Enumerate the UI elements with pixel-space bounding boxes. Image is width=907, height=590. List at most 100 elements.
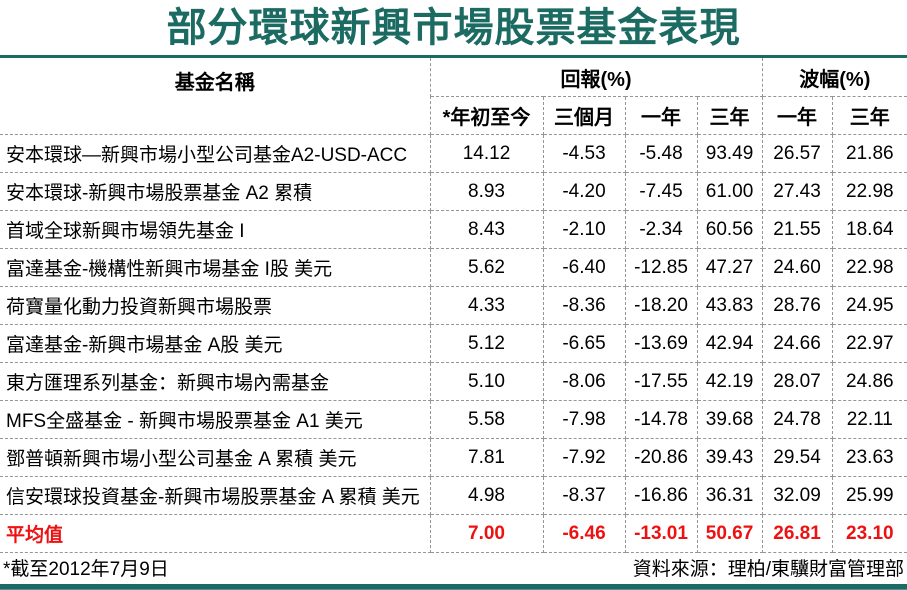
column-header-vol-three-year: 三年 <box>832 96 907 135</box>
fund-name-cell: 信安環球投資基金-新興市場股票基金 A 累積 美元 <box>0 476 431 515</box>
vol-three-year-cell: 23.10 <box>832 514 907 553</box>
vol-three-year-cell: 22.98 <box>832 248 907 287</box>
three-month-cell: -4.20 <box>543 172 626 211</box>
column-header-return-one-year: 一年 <box>625 96 698 135</box>
return-three-year-cell: 60.56 <box>697 210 763 249</box>
three-month-cell: -6.65 <box>543 324 626 363</box>
table-row: 信安環球投資基金-新興市場股票基金 A 累積 美元 4.98 -8.37 -16… <box>0 476 907 515</box>
fund-name-cell: 富達基金-新興市場基金 A股 美元 <box>0 324 431 363</box>
ytd-cell: 4.33 <box>430 286 544 325</box>
vol-one-year-cell: 27.43 <box>762 172 833 211</box>
vol-one-year-cell: 24.78 <box>762 400 833 439</box>
column-group-return: 回報(%) <box>430 56 763 97</box>
vol-three-year-cell: 24.95 <box>832 286 907 325</box>
vol-three-year-cell: 21.86 <box>832 134 907 173</box>
ytd-cell: 5.58 <box>430 400 544 439</box>
data-source: 資料來源：理柏/東驥財富管理部 <box>632 559 904 580</box>
return-one-year-cell: -17.55 <box>625 362 698 401</box>
return-one-year-cell: -20.86 <box>625 438 698 477</box>
return-one-year-cell: -13.69 <box>625 324 698 363</box>
return-three-year-cell: 61.00 <box>697 172 763 211</box>
ytd-cell: 8.93 <box>430 172 544 211</box>
vol-one-year-cell: 28.76 <box>762 286 833 325</box>
vol-three-year-cell: 18.64 <box>832 210 907 249</box>
ytd-cell: 14.12 <box>430 134 544 173</box>
table-row: 首域全球新興市場領先基金 I 8.43 -2.10 -2.34 60.56 21… <box>0 210 907 249</box>
vol-one-year-cell: 26.81 <box>762 514 833 553</box>
fund-name-cell: 荷寶量化動力投資新興市場股票 <box>0 286 431 325</box>
return-three-year-cell: 39.68 <box>697 400 763 439</box>
return-one-year-cell: -13.01 <box>625 514 698 553</box>
column-header-fund-name: 基金名稱 <box>0 56 431 135</box>
fund-name-cell: 東方匯理系列基金：新興市場內需基金 <box>0 362 431 401</box>
vol-one-year-cell: 28.07 <box>762 362 833 401</box>
three-month-cell: -4.53 <box>543 134 626 173</box>
average-label: 平均值 <box>0 514 431 553</box>
vol-one-year-cell: 21.55 <box>762 210 833 249</box>
return-one-year-cell: -5.48 <box>625 134 698 173</box>
ytd-cell: 5.12 <box>430 324 544 363</box>
return-three-year-cell: 36.31 <box>697 476 763 515</box>
table-row: MFS全盛基金 - 新興市場股票基金 A1 美元 5.58 -7.98 -14.… <box>0 400 907 439</box>
table-row: 鄧普頓新興市場小型公司基金 A 累積 美元 7.81 -7.92 -20.86 … <box>0 438 907 477</box>
ytd-cell: 5.10 <box>430 362 544 401</box>
return-one-year-cell: -12.85 <box>625 248 698 287</box>
return-three-year-cell: 42.94 <box>697 324 763 363</box>
ytd-cell: 5.62 <box>430 248 544 287</box>
table-row: 富達基金-新興市場基金 A股 美元 5.12 -6.65 -13.69 42.9… <box>0 324 907 363</box>
vol-three-year-cell: 25.99 <box>832 476 907 515</box>
three-month-cell: -2.10 <box>543 210 626 249</box>
return-three-year-cell: 43.83 <box>697 286 763 325</box>
average-row: 平均值 7.00 -6.46 -13.01 50.67 26.81 23.10 <box>0 514 907 553</box>
three-month-cell: -8.36 <box>543 286 626 325</box>
fund-name-cell: 首域全球新興市場領先基金 I <box>0 210 431 249</box>
vol-three-year-cell: 22.98 <box>832 172 907 211</box>
vol-three-year-cell: 22.11 <box>832 400 907 439</box>
header-group-row: 基金名稱 回報(%) 波幅(%) <box>0 56 907 135</box>
return-three-year-cell: 50.67 <box>697 514 763 553</box>
page-title: 部分環球新興市場股票基金表現 <box>166 6 741 50</box>
vol-one-year-cell: 24.66 <box>762 324 833 363</box>
fund-name-cell: 富達基金-機構性新興市場基金 I股 美元 <box>0 248 431 287</box>
fund-name-cell: 安本環球-新興市場股票基金 A2 累積 <box>0 172 431 211</box>
column-group-volatility: 波幅(%) <box>762 56 907 97</box>
fund-name-cell: MFS全盛基金 - 新興市場股票基金 A1 美元 <box>0 400 431 439</box>
footer: *截至2012年7月9日 資料來源：理柏/東驥財富管理部 <box>0 556 907 581</box>
vol-one-year-cell: 26.57 <box>762 134 833 173</box>
ytd-cell: 8.43 <box>430 210 544 249</box>
column-header-return-three-year: 三年 <box>697 96 763 135</box>
bottom-accent-bar <box>0 584 907 590</box>
vol-one-year-cell: 29.54 <box>762 438 833 477</box>
table-row: 荷寶量化動力投資新興市場股票 4.33 -8.36 -18.20 43.83 2… <box>0 286 907 325</box>
vol-one-year-cell: 32.09 <box>762 476 833 515</box>
three-month-cell: -7.98 <box>543 400 626 439</box>
footnote-date: *截至2012年7月9日 <box>3 559 169 580</box>
three-month-cell: -7.92 <box>543 438 626 477</box>
vol-one-year-cell: 24.60 <box>762 248 833 287</box>
vol-three-year-cell: 23.63 <box>832 438 907 477</box>
three-month-cell: -6.40 <box>543 248 626 287</box>
three-month-cell: -6.46 <box>543 514 626 553</box>
return-one-year-cell: -18.20 <box>625 286 698 325</box>
return-one-year-cell: -16.86 <box>625 476 698 515</box>
vol-three-year-cell: 24.86 <box>832 362 907 401</box>
column-header-vol-one-year: 一年 <box>762 96 833 135</box>
table-row: 安本環球—新興市場小型公司基金A2-USD-ACC 14.12 -4.53 -5… <box>0 134 907 173</box>
table-row: 富達基金-機構性新興市場基金 I股 美元 5.62 -6.40 -12.85 4… <box>0 248 907 287</box>
fund-name-cell: 鄧普頓新興市場小型公司基金 A 累積 美元 <box>0 438 431 477</box>
header-sub-row: *年初至今 三個月 一年 三年 一年 三年 <box>0 96 907 135</box>
column-header-ytd: *年初至今 <box>430 96 544 135</box>
ytd-cell: 4.98 <box>430 476 544 515</box>
return-three-year-cell: 47.27 <box>697 248 763 287</box>
return-one-year-cell: -7.45 <box>625 172 698 211</box>
three-month-cell: -8.06 <box>543 362 626 401</box>
fund-name-cell: 安本環球—新興市場小型公司基金A2-USD-ACC <box>0 134 431 173</box>
return-three-year-cell: 42.19 <box>697 362 763 401</box>
vol-three-year-cell: 22.97 <box>832 324 907 363</box>
return-one-year-cell: -14.78 <box>625 400 698 439</box>
return-three-year-cell: 93.49 <box>697 134 763 173</box>
ytd-cell: 7.81 <box>430 438 544 477</box>
column-header-three-month: 三個月 <box>543 96 626 135</box>
table-row: 東方匯理系列基金：新興市場內需基金 5.10 -8.06 -17.55 42.1… <box>0 362 907 401</box>
ytd-cell: 7.00 <box>430 514 544 553</box>
